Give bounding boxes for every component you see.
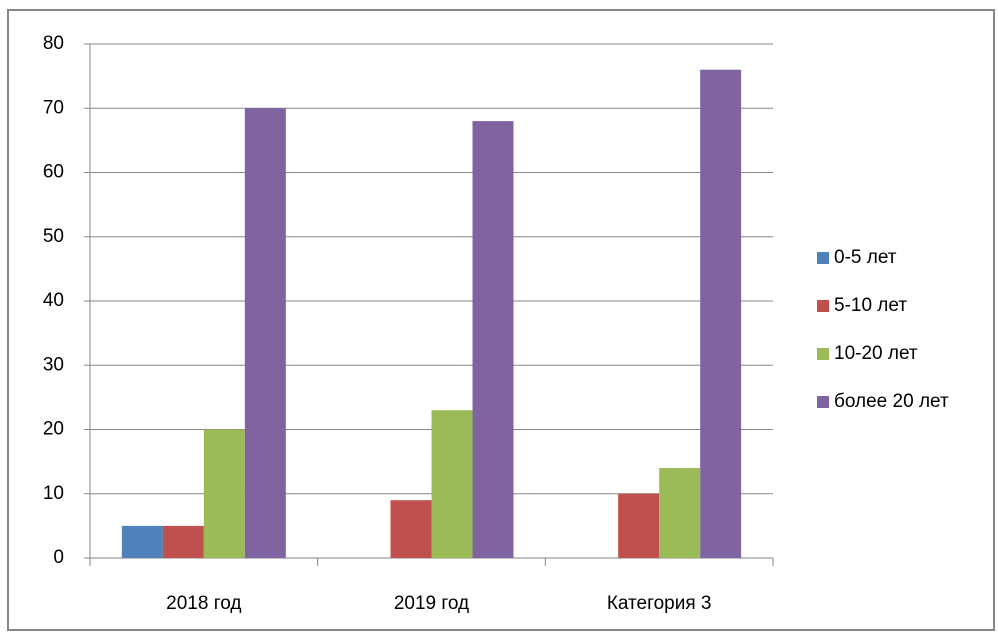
y-tick-label: 10 <box>43 483 64 504</box>
bar <box>121 525 163 558</box>
y-tick-label: 70 <box>43 97 64 118</box>
legend-swatch <box>817 348 829 360</box>
legend-swatch <box>817 396 829 408</box>
bar <box>162 525 204 558</box>
x-tick-label: 2019 год <box>394 593 469 614</box>
x-tick-label: 2018 год <box>166 593 241 614</box>
legend-swatch <box>817 252 829 264</box>
bar <box>203 429 245 558</box>
bar <box>431 410 473 558</box>
y-tick-label: 60 <box>43 162 64 183</box>
legend-label: 0-5 лет <box>834 247 897 268</box>
bar <box>390 500 432 558</box>
legend-label: более 20 лет <box>834 391 949 412</box>
y-tick-label: 0 <box>53 547 64 568</box>
bar <box>472 121 514 558</box>
bar <box>700 69 742 558</box>
legend-label: 10-20 лет <box>834 343 918 364</box>
legend-label: 5-10 лет <box>834 295 907 316</box>
y-tick-label: 50 <box>43 226 64 247</box>
bar <box>618 493 660 558</box>
y-tick-label: 30 <box>43 354 64 375</box>
y-tick-label: 80 <box>43 33 64 54</box>
bar <box>244 108 286 558</box>
bar <box>659 468 701 558</box>
x-tick-label: Категория 3 <box>607 593 712 614</box>
y-tick-label: 40 <box>43 290 64 311</box>
y-tick-label: 20 <box>43 419 64 440</box>
legend-swatch <box>817 300 829 312</box>
